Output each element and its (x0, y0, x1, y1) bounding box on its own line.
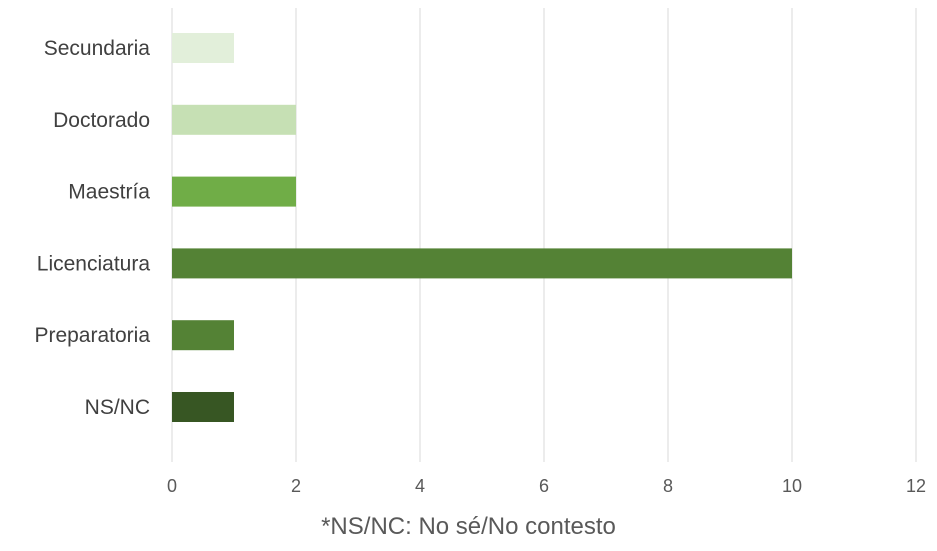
x-tick-label: 12 (906, 476, 926, 496)
category-label: Licenciatura (37, 252, 151, 275)
bar (172, 248, 792, 279)
bar (172, 392, 234, 422)
x-tick-label: 6 (539, 476, 549, 496)
bar (172, 33, 234, 63)
bar (172, 320, 234, 351)
bar (172, 176, 296, 207)
bars (172, 33, 792, 422)
x-tick-labels: 0 2 4 6 8 10 12 (167, 476, 926, 496)
category-label: Preparatoria (34, 324, 150, 347)
x-tick-label: 8 (663, 476, 673, 496)
bar (172, 104, 296, 135)
x-tick-label: 10 (782, 476, 802, 496)
footnote: *NS/NC: No sé/No contesto (321, 513, 616, 540)
category-label: Secundaria (44, 37, 151, 60)
category-labels: Secundaria Doctorado Maestría Licenciatura P… (34, 37, 150, 419)
x-tick-label: 4 (415, 476, 425, 496)
x-tick-label: 0 (167, 476, 177, 496)
category-label: NS/NC (85, 396, 150, 419)
category-label: Maestría (68, 181, 150, 204)
x-tick-label: 2 (291, 476, 301, 496)
category-label: Doctorado (53, 109, 150, 132)
gridlines (171, 8, 917, 462)
